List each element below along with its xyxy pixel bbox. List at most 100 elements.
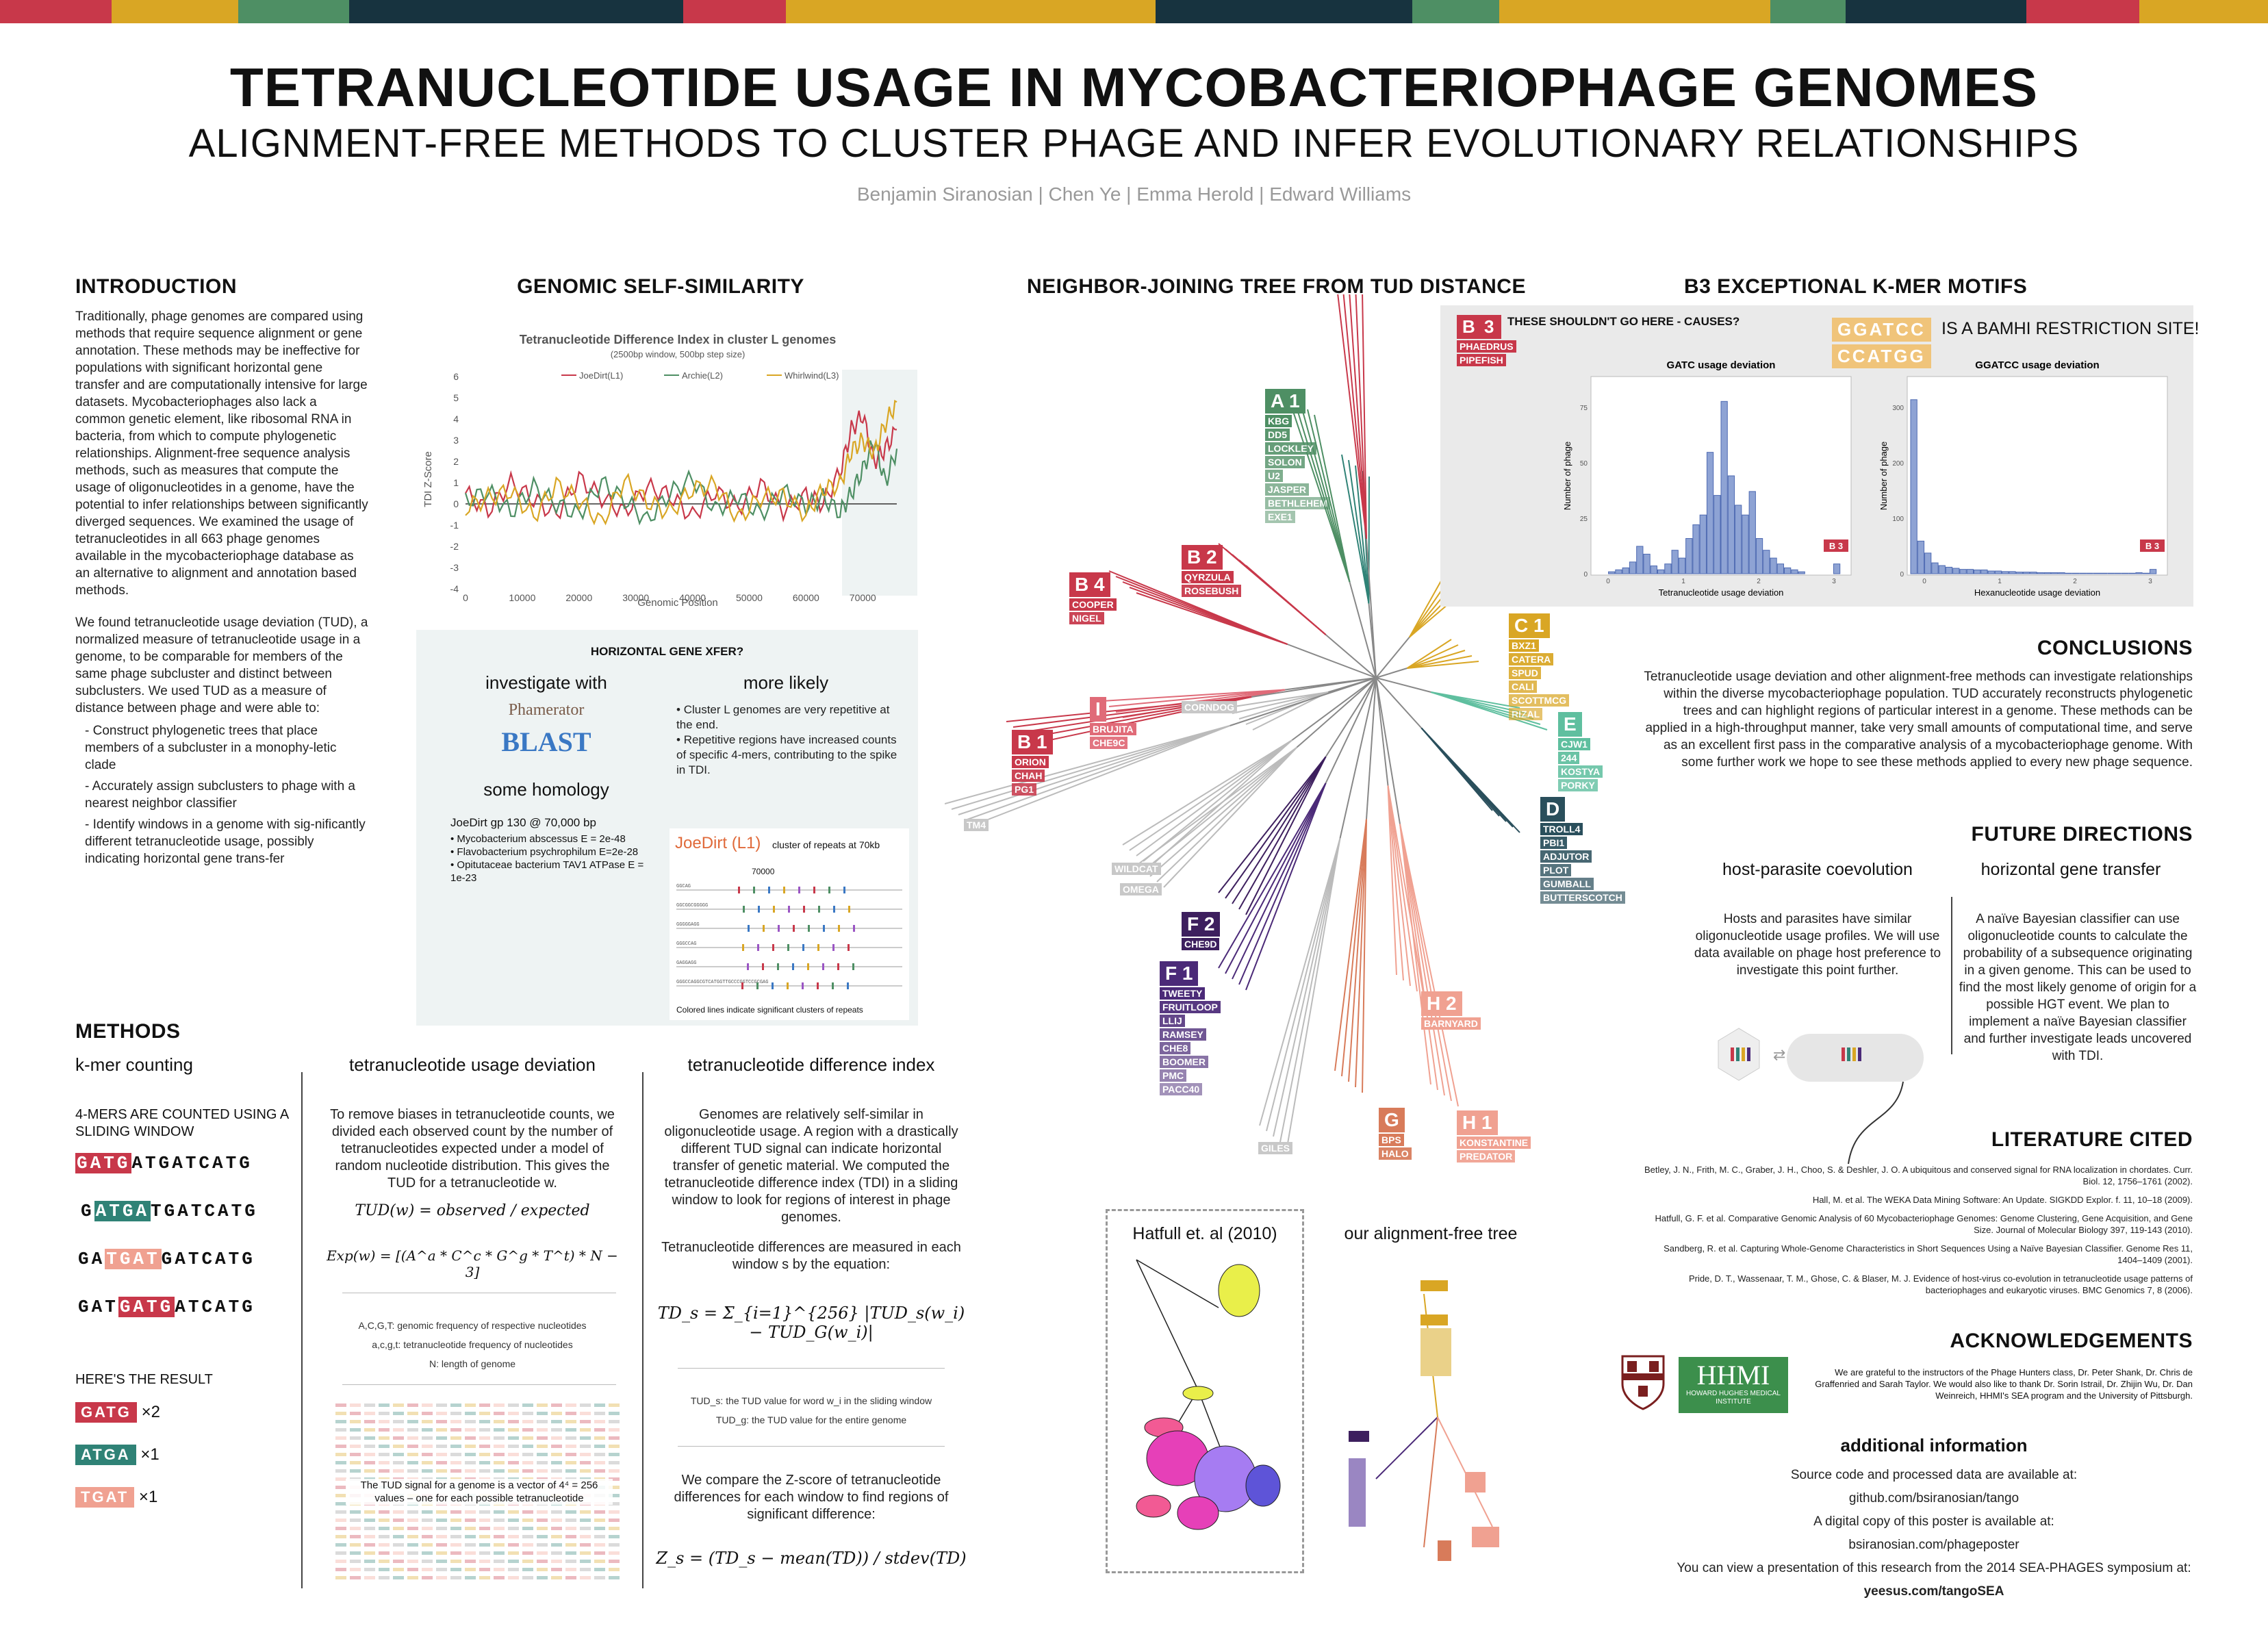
repeat-mark: [772, 982, 774, 989]
vector-cell: [393, 1436, 404, 1440]
histogram-bar: [1748, 491, 1756, 574]
vector-cell: [379, 1527, 390, 1530]
histogram-bar: [1615, 569, 1622, 574]
vector-cell: [609, 1494, 620, 1497]
x-tick-label: 10000: [509, 592, 535, 603]
vector-cell: [508, 1519, 519, 1522]
vector-cell: [379, 1519, 390, 1522]
y-tick-label: 0: [453, 498, 459, 509]
poster-link[interactable]: bsiranosian.com/phageposter: [1848, 1538, 2019, 1552]
histogram-bar: [2135, 572, 2143, 574]
y-tick-label: -1: [450, 520, 459, 531]
vector-cell: [565, 1403, 576, 1407]
tree-leaf-branch: [1342, 294, 1367, 539]
histogram-bar: [1699, 514, 1707, 574]
vector-cell: [508, 1436, 519, 1440]
vector-cell: [350, 1543, 361, 1547]
y-tick-label: 100: [1892, 516, 1904, 523]
histogram-bar: [1776, 563, 1785, 574]
count-row: GATG ×2: [75, 1402, 160, 1423]
motifs-heading: B3 EXCEPTIONAL K-MER MOTIFS: [1684, 275, 2028, 298]
vector-cell: [522, 1453, 533, 1456]
vector-cell: [393, 1461, 404, 1464]
histogram-bar: [1727, 475, 1735, 574]
tree-leaf-branch: [958, 725, 1230, 815]
vector-cell: [609, 1502, 620, 1506]
histogram-bar: [2100, 572, 2108, 574]
x-tick-label: 3: [2148, 578, 2152, 585]
cluster-h2-label: H 2 BARNYARD: [1421, 991, 1481, 1030]
vector-cell: [551, 1560, 562, 1563]
y-tick-label: 4: [453, 414, 459, 424]
y-tick-label: 75: [1580, 405, 1588, 412]
vector-cell: [422, 1527, 433, 1530]
vector-cell: [450, 1576, 461, 1579]
vector-cell: [364, 1551, 375, 1555]
vector-cell: [494, 1412, 505, 1415]
vector-cell: [393, 1568, 404, 1571]
y-tick-label: 0: [1583, 571, 1588, 579]
vector-cell: [609, 1535, 620, 1538]
vector-cell: [580, 1576, 591, 1579]
vector-cell: [407, 1403, 418, 1407]
histogram-bar: [2114, 572, 2122, 574]
conclusions-text: Tetranucleotide usage deviation and othe…: [1644, 670, 2193, 770]
vector-cell: [594, 1403, 605, 1407]
vector-cell: [393, 1560, 404, 1563]
count-row: TGAT ×1: [75, 1487, 160, 1508]
tree-leaf-branch: [1245, 565, 1327, 635]
vector-cell: [551, 1510, 562, 1514]
additional-line: A digital copy of this poster is availab…: [1813, 1514, 2054, 1529]
vector-cell: [580, 1535, 591, 1538]
definition: A,C,G,T: genomic frequency of respective…: [358, 1320, 587, 1331]
vector-cell: [350, 1428, 361, 1432]
vector-cell: [537, 1527, 548, 1530]
phage-label: KOSTYA: [1558, 765, 1603, 778]
repeat-mark: [822, 963, 824, 970]
b3-badge: B 3: [1829, 541, 1843, 551]
vector-cell: [364, 1510, 375, 1514]
histogram-bar: [1678, 557, 1686, 574]
count-row: ATGA ×1: [75, 1445, 160, 1465]
vector-cell: [508, 1510, 519, 1514]
tree-leaf-branch: [1225, 756, 1327, 899]
tree-leaf-branch: [1399, 824, 1431, 1085]
vector-cell: [580, 1560, 591, 1563]
vector-cell: [537, 1519, 548, 1522]
vector-cell: [594, 1445, 605, 1448]
github-link[interactable]: github.com/bsiranosian/tango: [1848, 1491, 2019, 1506]
tree-leaf-branch: [1407, 650, 1466, 669]
future-sub-1: host-parasite coevolution: [1722, 860, 1913, 879]
cluster-name: A 1: [1265, 389, 1305, 414]
presentation-link[interactable]: yeesus.com/tangoSEA: [1863, 1584, 2004, 1599]
repeat-mark: [802, 944, 804, 951]
tree-branch: [1287, 644, 1377, 678]
vector-cell: [379, 1469, 390, 1473]
vector-cell: [508, 1551, 519, 1555]
vector-cell: [422, 1469, 433, 1473]
window-row: GATGATGATCATG: [81, 1201, 258, 1221]
phage-label: COOPER: [1069, 598, 1117, 611]
x-tick-label: 30000: [622, 592, 649, 603]
vector-cell: [436, 1519, 447, 1522]
vector-cell: [465, 1420, 476, 1423]
list-item: - Construct phylogenetic trees that plac…: [85, 724, 337, 772]
sliding-windows: GATGATGATCATG GATGATGATCATG GATGATGATCAT…: [75, 1153, 258, 1317]
vector-cell: [407, 1445, 418, 1448]
vector-cell: [522, 1412, 533, 1415]
repeat-mark: [847, 982, 849, 989]
vector-cell: [450, 1445, 461, 1448]
tree-leaf-branch: [1286, 838, 1341, 1148]
vector-cell: [565, 1543, 576, 1547]
reference: Sandberg, R. et al. Capturing Whole-Geno…: [1664, 1243, 2193, 1265]
vector-cell: [335, 1560, 346, 1563]
phage-label: RAMSEY: [1160, 1028, 1206, 1041]
vector-cell: [393, 1428, 404, 1432]
vector-cell: [335, 1510, 346, 1514]
x-tick-label: 50000: [736, 592, 763, 603]
x-axis-label: Genomic Position: [637, 597, 718, 609]
histogram-bar: [1720, 401, 1728, 574]
b3-label: B 3 THESE SHOULDN'T GO HERE - CAUSES? PH…: [1457, 315, 1740, 366]
vector-cell: [407, 1412, 418, 1415]
vector-cell: [580, 1519, 591, 1522]
